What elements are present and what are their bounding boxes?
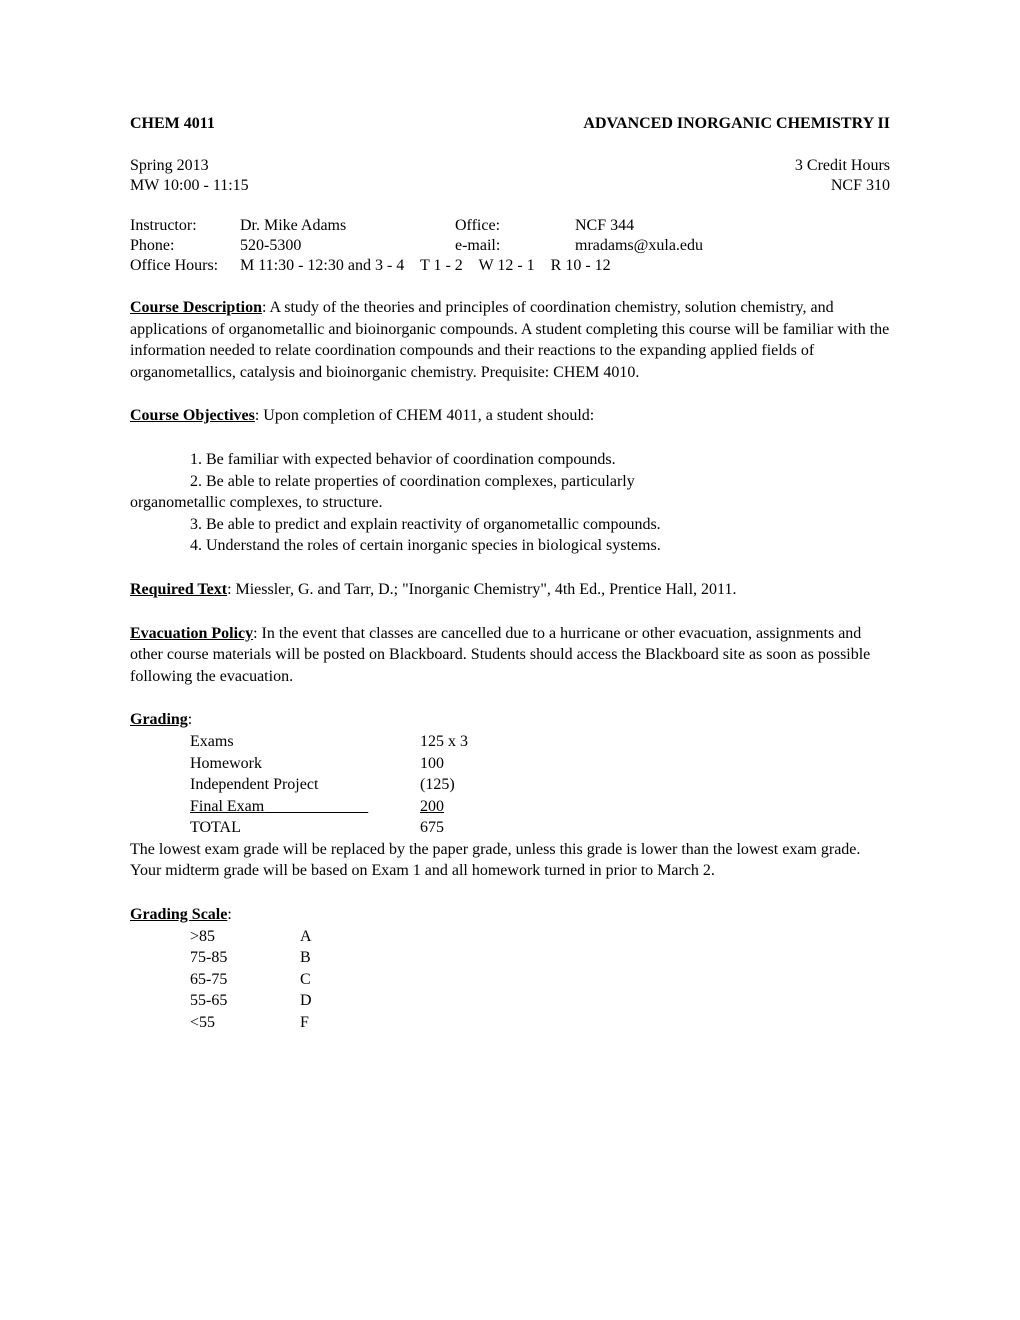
grading-exams-label: Exams [190, 731, 420, 753]
grading-row-project: Independent Project (125) [190, 774, 890, 796]
grading-scale-title: Grading Scale [130, 906, 227, 923]
office-hours-label: Office Hours: [130, 257, 240, 275]
course-code: CHEM 4011 [130, 115, 215, 133]
scale-f-letter: F [300, 1012, 309, 1034]
grading-total-label: TOTAL [190, 817, 420, 839]
objective-3: 3. Be able to predict and explain reacti… [190, 514, 890, 536]
email-address: mradams@xula.edu [575, 237, 890, 255]
grading-exams-value: 125 x 3 [420, 731, 468, 753]
course-objectives-intro: : Upon completion of CHEM 4011, a studen… [255, 407, 594, 424]
grading-scale-colon: : [227, 906, 231, 923]
contact-block: Instructor: Dr. Mike Adams Office: NCF 3… [130, 217, 890, 275]
grading-final-value: 200 [420, 796, 444, 818]
grading-table: Exams 125 x 3 Homework 100 Independent P… [190, 731, 890, 839]
objective-4: 4. Understand the roles of certain inorg… [190, 535, 890, 557]
evacuation-title: Evacuation Policy [130, 625, 253, 642]
info-block: Spring 2013 3 Credit Hours MW 10:00 - 11… [130, 157, 890, 195]
scale-c-range: 65-75 [190, 969, 300, 991]
scale-row-d: 55-65 D [190, 990, 890, 1012]
instructor-name: Dr. Mike Adams [240, 217, 455, 235]
semester: Spring 2013 [130, 157, 209, 175]
page-container: CHEM 4011 ADVANCED INORGANIC CHEMISTRY I… [0, 0, 1020, 1034]
office-location: NCF 344 [575, 217, 890, 235]
course-objectives-section: Course Objectives: Upon completion of CH… [130, 405, 890, 557]
objectives-list: 1. Be familiar with expected behavior of… [130, 449, 890, 557]
grading-title: Grading [130, 711, 188, 728]
scale-b-range: 75-85 [190, 947, 300, 969]
grading-homework-value: 100 [420, 753, 444, 775]
grading-final-label-text: Final Exam [190, 798, 264, 815]
schedule: MW 10:00 - 11:15 [130, 177, 249, 195]
grading-scale-table: >85 A 75-85 B 65-75 C 55-65 D <55 F [190, 926, 890, 1034]
scale-c-letter: C [300, 969, 311, 991]
grading-row-final: Final Exam 200 [190, 796, 890, 818]
phone-row: Phone: 520-5300 e-mail: mradams@xula.edu [130, 237, 890, 255]
grading-row-total: TOTAL 675 [190, 817, 890, 839]
scale-a-range: >85 [190, 926, 300, 948]
phone-number: 520-5300 [240, 237, 455, 255]
required-text-section: Required Text: Miessler, G. and Tarr, D.… [130, 579, 890, 601]
grading-homework-label: Homework [190, 753, 420, 775]
scale-d-range: 55-65 [190, 990, 300, 1012]
grading-note: The lowest exam grade will be replaced b… [130, 839, 890, 882]
credits: 3 Credit Hours [795, 157, 890, 175]
course-objectives-title: Course Objectives [130, 407, 255, 424]
instructor-label: Instructor: [130, 217, 240, 235]
objective-2a: 2. Be able to relate properties of coord… [190, 471, 890, 493]
required-text-content: : Miessler, G. and Tarr, D.; "Inorganic … [227, 581, 736, 598]
course-header: CHEM 4011 ADVANCED INORGANIC CHEMISTRY I… [130, 115, 890, 133]
scale-d-letter: D [300, 990, 312, 1012]
phone-label: Phone: [130, 237, 240, 255]
email-label: e-mail: [455, 237, 575, 255]
grading-row-exams: Exams 125 x 3 [190, 731, 890, 753]
scale-f-range: <55 [190, 1012, 300, 1034]
scale-row-b: 75-85 B [190, 947, 890, 969]
grading-row-homework: Homework 100 [190, 753, 890, 775]
grading-section: Grading: Exams 125 x 3 Homework 100 Inde… [130, 709, 890, 882]
info-row-2: MW 10:00 - 11:15 NCF 310 [130, 177, 890, 195]
required-text-title: Required Text [130, 581, 227, 598]
info-row-1: Spring 2013 3 Credit Hours [130, 157, 890, 175]
office-hours-row: Office Hours: M 11:30 - 12:30 and 3 - 4 … [130, 257, 890, 275]
grading-colon: : [188, 711, 192, 728]
course-title: ADVANCED INORGANIC CHEMISTRY II [583, 115, 890, 133]
grading-final-label: Final Exam [190, 796, 420, 818]
office-label: Office: [455, 217, 575, 235]
objective-2b: organometallic complexes, to structure. [130, 492, 890, 514]
grading-total-value: 675 [420, 817, 444, 839]
evacuation-section: Evacuation Policy: In the event that cla… [130, 623, 890, 688]
grading-scale-section: Grading Scale: >85 A 75-85 B 65-75 C 55-… [130, 904, 890, 1034]
course-description-title: Course Description [130, 299, 262, 316]
grading-project-label: Independent Project [190, 774, 420, 796]
office-hours-value: M 11:30 - 12:30 and 3 - 4 T 1 - 2 W 12 -… [240, 257, 611, 275]
scale-a-letter: A [300, 926, 312, 948]
instructor-row: Instructor: Dr. Mike Adams Office: NCF 3… [130, 217, 890, 235]
room: NCF 310 [831, 177, 890, 195]
course-description-section: Course Description: A study of the theor… [130, 297, 890, 383]
scale-b-letter: B [300, 947, 311, 969]
scale-row-c: 65-75 C [190, 969, 890, 991]
scale-row-f: <55 F [190, 1012, 890, 1034]
scale-row-a: >85 A [190, 926, 890, 948]
objective-1: 1. Be familiar with expected behavior of… [190, 449, 890, 471]
grading-project-value: (125) [420, 774, 455, 796]
grading-final-spacer [264, 798, 368, 815]
